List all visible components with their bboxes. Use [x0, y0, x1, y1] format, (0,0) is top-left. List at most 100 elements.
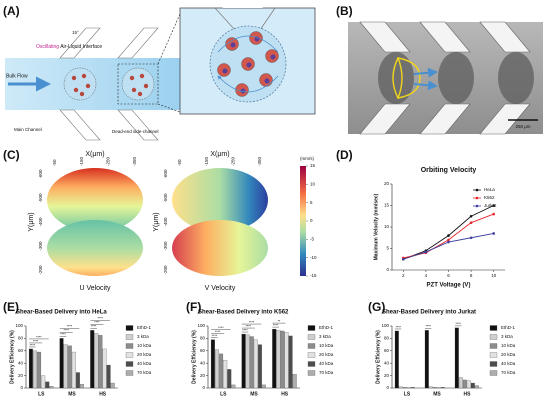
- y-tick-label: 100: [381, 323, 389, 328]
- x-tick-label: -50: [52, 159, 57, 166]
- x-tick-label: MS: [250, 391, 258, 397]
- x-tick-label: LS: [404, 391, 411, 397]
- flow-label: Bulk Flow: [6, 73, 28, 79]
- y-axis-label: Y(μm): [28, 212, 35, 231]
- point: [424, 250, 428, 254]
- bar: [45, 381, 50, 389]
- y-tick-label: 20: [200, 373, 206, 378]
- bar: [59, 338, 64, 389]
- significance-label: ****: [30, 343, 36, 347]
- x-tick-label: 6: [447, 273, 450, 278]
- y-tick-label: 80: [384, 336, 390, 341]
- bar: [28, 348, 33, 389]
- legend-label: 10 kDa: [319, 343, 334, 348]
- x-tick-label: LS: [220, 391, 227, 397]
- x-tick-label: 8: [470, 273, 473, 278]
- bar: [458, 377, 463, 389]
- legend-swatch: [307, 325, 316, 331]
- legend-swatch: [489, 325, 498, 331]
- x-tick-label: MS: [433, 391, 441, 397]
- colorbar-tick-label: -5: [310, 237, 314, 242]
- legend-swatch: [307, 361, 316, 367]
- legend-swatch: [125, 325, 134, 331]
- bar: [219, 353, 224, 389]
- x-tick-label: HS: [281, 391, 289, 397]
- y-tick-label: 10: [384, 224, 390, 229]
- bar: [284, 332, 289, 389]
- x-tick-label: -250: [106, 156, 111, 166]
- point: [492, 212, 496, 216]
- bar: [257, 344, 262, 389]
- velocity-map: [47, 168, 268, 276]
- bar: [398, 386, 403, 389]
- legend-label: 20 kDa: [137, 352, 152, 357]
- colorbar-label: (mm/s): [300, 156, 314, 161]
- x-axis-label: X(μm): [210, 151, 229, 158]
- y-axis-label: Delivery Efficiency (%): [9, 330, 15, 384]
- x-tick-label: 2: [402, 273, 405, 278]
- y-tick-label: 0: [386, 267, 389, 272]
- significance-label: ****: [33, 339, 39, 343]
- point: [469, 236, 473, 240]
- x-tick-label: -150: [79, 156, 84, 166]
- point: [447, 238, 450, 242]
- bar: [63, 344, 68, 389]
- micrograph: [348, 21, 543, 135]
- bar: [454, 327, 459, 389]
- y-tick-label: -300: [163, 241, 168, 251]
- panel-label: (E): [3, 300, 19, 314]
- legend-label: HeLa: [484, 187, 495, 192]
- bar: [272, 328, 277, 389]
- bar: [466, 380, 471, 389]
- y-tick-label: 40: [384, 360, 390, 365]
- legend-swatch: [489, 343, 498, 349]
- bar: [227, 369, 232, 389]
- bar: [262, 384, 266, 389]
- bar: [280, 330, 285, 389]
- y-tick-label: -400: [38, 217, 43, 227]
- significance-label: ****: [425, 325, 431, 329]
- bar: [406, 387, 411, 389]
- legend-label: Jurkat: [484, 203, 497, 208]
- bar: [110, 382, 115, 389]
- panel-label: (B): [336, 4, 353, 18]
- line: [403, 233, 494, 260]
- significance-label: ****: [64, 329, 70, 333]
- y-tick-label: 20: [384, 181, 390, 186]
- significance-label: ****: [97, 317, 103, 321]
- panel-label: (G): [368, 300, 385, 314]
- legend-swatch: [125, 370, 134, 376]
- legend-label: 20 kDa: [319, 352, 334, 357]
- y-tick-label: 15: [384, 203, 390, 208]
- y-tick-label: 5: [386, 246, 389, 251]
- y-tick-label: 40: [200, 360, 206, 365]
- y-tick-label: 80: [200, 336, 206, 341]
- legend-swatch: [307, 334, 316, 340]
- legend-swatch: [125, 343, 134, 349]
- bar: [432, 387, 437, 389]
- legend-label: 40 kDa: [501, 361, 516, 366]
- bar: [75, 372, 80, 389]
- y-tick-label: 80: [18, 336, 24, 341]
- interface-label-part: Oscillating: [36, 44, 59, 50]
- bar: [470, 382, 475, 389]
- point: [492, 232, 496, 235]
- map-title: V Velocity: [205, 285, 236, 292]
- y-axis-label: Delivery Efficiency (%): [191, 330, 197, 384]
- colorbar-tick-label: -10: [310, 255, 317, 260]
- bar: [436, 387, 441, 389]
- y-tick-label: 0: [386, 385, 389, 390]
- line: [403, 205, 494, 260]
- x-tick-label: -50: [177, 159, 182, 166]
- x-tick-label: LS: [38, 391, 45, 397]
- bar: [90, 330, 95, 389]
- legend-swatch: [489, 334, 498, 340]
- significance-label: ****: [215, 330, 221, 334]
- bar: [41, 375, 46, 389]
- legend-swatch: [307, 370, 316, 376]
- legend-swatch: [489, 352, 498, 358]
- channel-label: Main Channel: [14, 127, 42, 132]
- bar: [49, 386, 54, 389]
- significance-label: ****: [395, 325, 401, 329]
- angle-label: 15°: [72, 30, 79, 35]
